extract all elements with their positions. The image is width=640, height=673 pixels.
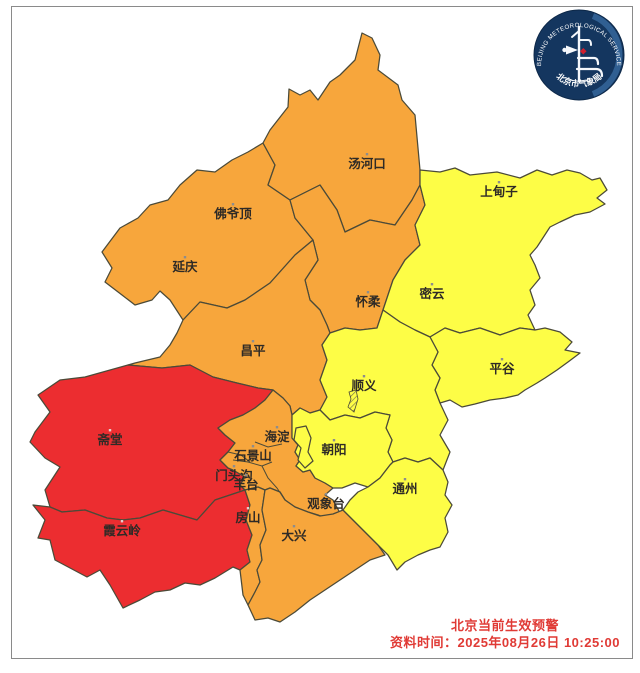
map-region-citycore xyxy=(293,425,314,469)
map-inner-boundaries-layer xyxy=(227,441,286,501)
district-label: 平谷 xyxy=(489,361,515,376)
station-dot xyxy=(430,283,434,286)
station-dot xyxy=(365,153,369,156)
district-label: 朝阳 xyxy=(321,442,346,457)
bulletin-caption: 北京当前生效预警 资料时间：2025年08月26日 10:25:00 xyxy=(390,617,620,651)
logo-swoosh xyxy=(591,13,623,97)
district-label: 佛爷顶 xyxy=(213,206,252,221)
district-label: 顺义 xyxy=(351,378,377,393)
station-dot xyxy=(251,445,255,448)
district-label: 石景山 xyxy=(233,448,272,463)
district-label: 门头沟 xyxy=(215,468,253,483)
district-label: 昌平 xyxy=(240,343,266,358)
map-inner-boundary-0 xyxy=(254,441,283,448)
district-label: 丰台 xyxy=(233,477,258,492)
caption-title: 北京当前生效预警 xyxy=(450,618,559,633)
district-label: 汤河口 xyxy=(348,156,386,171)
station-dot xyxy=(324,493,328,496)
district-label: 霞云岭 xyxy=(103,523,141,538)
district-label: 上甸子 xyxy=(480,184,518,199)
district-label: 观象台 xyxy=(307,496,345,511)
station-dot xyxy=(108,429,112,432)
district-label: 大兴 xyxy=(281,528,307,543)
station-dot xyxy=(332,439,336,442)
district-label: 延庆 xyxy=(171,259,198,274)
beijing-meteorological-service-logo: BEIJING METEOROLOGICAL SERVICE 北京市气象局 xyxy=(533,9,625,101)
map-inner-boundary-2 xyxy=(261,465,286,501)
station-dot xyxy=(232,465,236,468)
station-dot xyxy=(251,340,255,343)
district-label: 怀柔 xyxy=(355,294,381,309)
station-dot xyxy=(500,358,504,361)
station-dot xyxy=(244,474,248,477)
map-hatched-area xyxy=(347,389,359,413)
district-label: 密云 xyxy=(418,286,445,301)
map-region-tongzhou xyxy=(342,457,453,571)
district-label: 房山 xyxy=(235,510,260,525)
station-dot xyxy=(120,520,124,523)
station-dot xyxy=(231,203,235,206)
station-dot xyxy=(183,256,187,259)
caption-timestamp: 资料时间：2025年08月26日 10:25:00 xyxy=(390,635,620,650)
station-dot xyxy=(366,291,370,294)
map-regions-layer xyxy=(29,32,608,623)
station-dot xyxy=(292,525,296,528)
map-inner-boundary-1 xyxy=(232,459,273,467)
station-dot xyxy=(362,375,366,378)
station-dot xyxy=(403,478,407,481)
district-label: 斋堂 xyxy=(96,432,122,447)
station-dot xyxy=(497,181,501,184)
map-region-pinggu xyxy=(429,327,581,408)
station-dot xyxy=(275,426,279,429)
district-label: 海淀 xyxy=(264,429,290,444)
district-label: 通州 xyxy=(392,481,417,496)
map-inner-boundary-3 xyxy=(227,451,251,463)
map-region-daxing xyxy=(247,487,386,623)
station-dot xyxy=(246,507,250,510)
